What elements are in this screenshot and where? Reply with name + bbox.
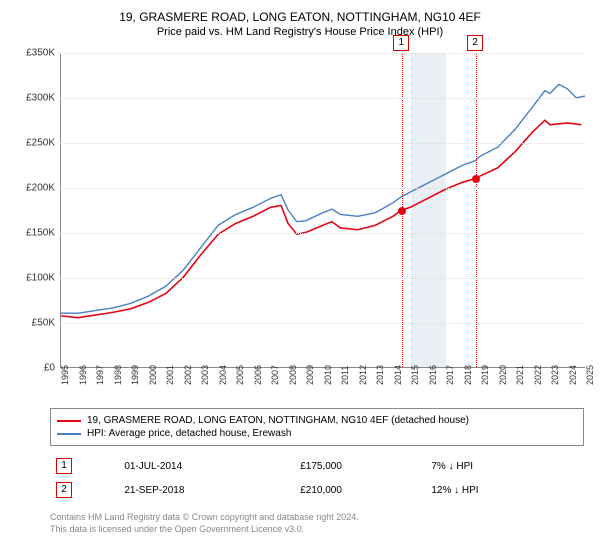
txn-date: 01-JUL-2014 bbox=[118, 454, 294, 478]
txn-date: 21-SEP-2018 bbox=[118, 478, 294, 502]
legend: 19, GRASMERE ROAD, LONG EATON, NOTTINGHA… bbox=[50, 408, 584, 446]
footer-attribution: Contains HM Land Registry data © Crown c… bbox=[50, 512, 590, 535]
txn-price: £175,000 bbox=[294, 454, 425, 478]
gridline-h bbox=[60, 53, 585, 54]
chart-container: £0£50K£100K£150K£200K£250K£300K£350K1995… bbox=[10, 48, 590, 398]
table-row: 1 01-JUL-2014£175,0007% ↓ HPI bbox=[50, 454, 570, 478]
transaction-marker: 2 bbox=[467, 35, 483, 51]
transaction-marker: 1 bbox=[393, 35, 409, 51]
gridline-h bbox=[60, 188, 585, 189]
legend-swatch bbox=[57, 420, 81, 422]
transaction-dot bbox=[472, 175, 480, 183]
y-tick-label: £300K bbox=[10, 93, 55, 104]
legend-label: HPI: Average price, detached house, Erew… bbox=[87, 428, 291, 439]
gridline-h bbox=[60, 278, 585, 279]
gridline-h bbox=[60, 143, 585, 144]
y-tick-label: £200K bbox=[10, 183, 55, 194]
chart-title-line1: 19, GRASMERE ROAD, LONG EATON, NOTTINGHA… bbox=[10, 10, 590, 24]
chart-title-line2: Price paid vs. HM Land Registry's House … bbox=[10, 26, 590, 38]
transaction-dot bbox=[398, 207, 406, 215]
transaction-marker: 2 bbox=[56, 482, 72, 498]
transaction-table: 1 01-JUL-2014£175,0007% ↓ HPI 2 21-SEP-2018… bbox=[50, 454, 570, 502]
txn-diff: 7% ↓ HPI bbox=[425, 454, 570, 478]
gridline-h bbox=[60, 323, 585, 324]
y-tick-label: £150K bbox=[10, 228, 55, 239]
footer-line2: This data is licensed under the Open Gov… bbox=[50, 524, 590, 536]
txn-price: £210,000 bbox=[294, 478, 425, 502]
y-tick-label: £350K bbox=[10, 48, 55, 59]
x-tick-label: 2025 bbox=[585, 365, 600, 385]
y-tick-label: £0 bbox=[10, 363, 55, 374]
y-tick-label: £100K bbox=[10, 273, 55, 284]
y-tick-label: £50K bbox=[10, 318, 55, 329]
table-row: 2 21-SEP-2018£210,00012% ↓ HPI bbox=[50, 478, 570, 502]
gridline-h bbox=[60, 98, 585, 99]
transaction-vline bbox=[476, 53, 477, 367]
plot-area bbox=[60, 53, 585, 368]
txn-diff: 12% ↓ HPI bbox=[425, 478, 570, 502]
y-tick-label: £250K bbox=[10, 138, 55, 149]
gridline-h bbox=[60, 233, 585, 234]
legend-swatch bbox=[57, 433, 81, 435]
series-price_paid bbox=[61, 120, 582, 317]
legend-row: HPI: Average price, detached house, Erew… bbox=[57, 428, 577, 439]
legend-label: 19, GRASMERE ROAD, LONG EATON, NOTTINGHA… bbox=[87, 415, 469, 426]
footer-line1: Contains HM Land Registry data © Crown c… bbox=[50, 512, 590, 524]
chart-svg bbox=[61, 53, 585, 367]
transaction-marker: 1 bbox=[56, 458, 72, 474]
legend-row: 19, GRASMERE ROAD, LONG EATON, NOTTINGHA… bbox=[57, 415, 577, 426]
